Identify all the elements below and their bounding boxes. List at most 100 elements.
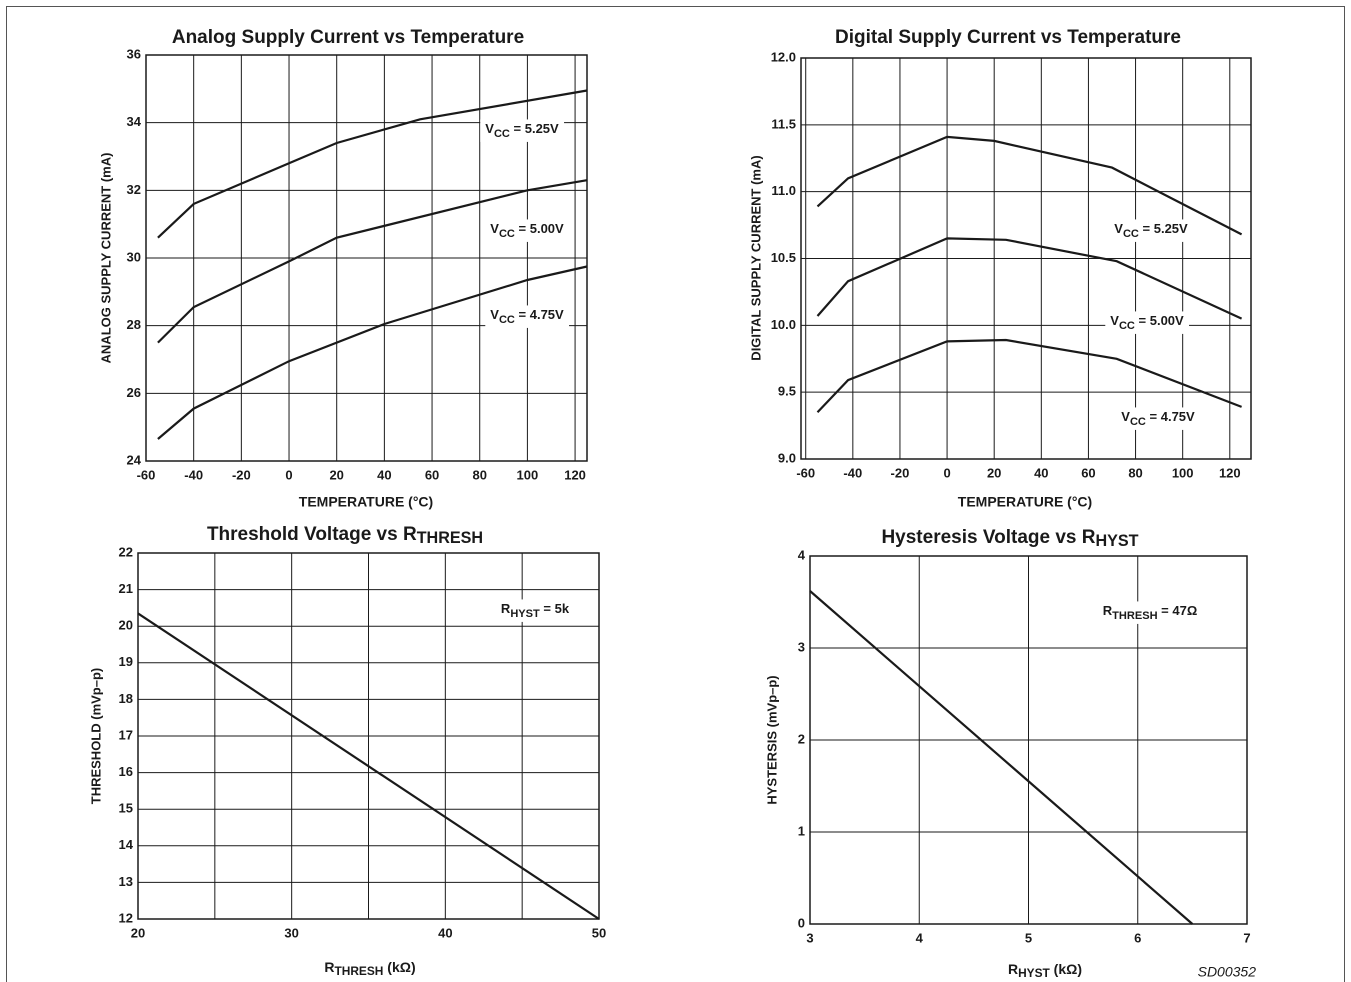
series-label-bg bbox=[1109, 219, 1194, 242]
y-tick-label: 20 bbox=[119, 618, 133, 633]
series-label-run: = 5.00V bbox=[515, 221, 564, 236]
y-tick-label: 32 bbox=[127, 182, 141, 197]
series-line bbox=[816, 338, 1242, 413]
annotation-run: R bbox=[501, 601, 511, 616]
y-tick-label: 14 bbox=[119, 837, 134, 852]
plot-frame bbox=[145, 54, 588, 462]
y-tick-label: 1 bbox=[798, 823, 805, 838]
series-line bbox=[816, 135, 1243, 236]
y-tick-label: 16 bbox=[119, 764, 133, 779]
x-axis-label-run: HYST bbox=[1018, 966, 1050, 980]
series-label-run: = 5.00V bbox=[1135, 313, 1184, 328]
y-tick-label: 10.0 bbox=[771, 317, 796, 332]
x-tick-label: 20 bbox=[987, 465, 1001, 480]
y-tick-label: 12.0 bbox=[771, 49, 796, 64]
x-tick-label: 100 bbox=[1172, 465, 1194, 480]
series-label: VCC = 5.00V bbox=[490, 221, 564, 239]
x-tick-label: -60 bbox=[137, 467, 156, 482]
y-tick-label: 17 bbox=[119, 727, 133, 742]
x-axis-label: RTHRESH (kΩ) bbox=[324, 959, 415, 978]
annotation: RTHRESH = 47Ω bbox=[1103, 603, 1198, 621]
series-label-run: V bbox=[1110, 313, 1119, 328]
x-tick-label: -20 bbox=[232, 467, 251, 482]
x-tick-label: 4 bbox=[916, 930, 924, 945]
chart-title-run: Hysteresis Voltage vs R bbox=[881, 527, 1095, 548]
y-tick-label: 9.5 bbox=[778, 384, 796, 399]
x-tick-label: 5 bbox=[1025, 930, 1032, 945]
series-label-run: CC bbox=[1130, 416, 1146, 428]
x-tick-label: 60 bbox=[425, 467, 439, 482]
y-tick-label: 21 bbox=[119, 581, 133, 596]
y-tick-label: 24 bbox=[127, 452, 142, 467]
annotation: RHYST = 5k bbox=[501, 601, 570, 619]
series-label-bg bbox=[485, 305, 570, 328]
series-label-run: CC bbox=[499, 228, 515, 240]
y-tick-label: 36 bbox=[127, 46, 141, 61]
annotation-bg bbox=[495, 599, 575, 622]
y-tick-label: 26 bbox=[127, 385, 141, 400]
y-tick-label: 18 bbox=[119, 691, 133, 706]
chart-title-run: HYST bbox=[1095, 532, 1138, 550]
x-tick-label: 120 bbox=[564, 467, 586, 482]
chart-title: Digital Supply Current vs Temperature bbox=[835, 27, 1181, 48]
y-tick-label: 2 bbox=[798, 731, 805, 746]
series-label-run: V bbox=[490, 221, 499, 236]
y-tick-label: 19 bbox=[119, 654, 133, 669]
series-label-run: CC bbox=[499, 314, 515, 326]
series-label-bg bbox=[1105, 311, 1190, 334]
series-label-run: CC bbox=[1123, 228, 1139, 240]
annotation-run: HYST bbox=[510, 608, 540, 620]
series-label-run: = 4.75V bbox=[515, 307, 564, 322]
y-tick-label: 30 bbox=[127, 249, 141, 264]
x-tick-label: 60 bbox=[1081, 465, 1095, 480]
chart-title: Hysteresis Voltage vs RHYST bbox=[881, 527, 1138, 550]
series-line bbox=[157, 89, 588, 239]
x-tick-label: 7 bbox=[1243, 930, 1250, 945]
x-tick-label: 0 bbox=[285, 467, 292, 482]
x-tick-label: 6 bbox=[1134, 930, 1141, 945]
y-tick-label: 34 bbox=[127, 114, 142, 129]
series-label-run: CC bbox=[494, 128, 510, 140]
series-line bbox=[137, 612, 600, 920]
series-label-bg bbox=[1116, 407, 1201, 430]
series-line bbox=[157, 265, 588, 440]
x-tick-label: 100 bbox=[517, 467, 539, 482]
y-tick-label: 13 bbox=[119, 874, 133, 889]
y-axis-label: ANALOG SUPPLY CURRENT (mA) bbox=[98, 153, 113, 364]
x-tick-label: 30 bbox=[284, 925, 298, 940]
x-tick-label: 80 bbox=[472, 467, 486, 482]
y-tick-label: 4 bbox=[798, 547, 806, 562]
x-axis-label: RHYST (kΩ) bbox=[1008, 961, 1082, 980]
y-tick-label: 12 bbox=[119, 910, 133, 925]
x-tick-label: -40 bbox=[843, 465, 862, 480]
series-label: VCC = 5.25V bbox=[1114, 221, 1188, 239]
x-axis-label: TEMPERATURE (°C) bbox=[299, 494, 433, 510]
annotation-run: = 47Ω bbox=[1158, 603, 1198, 618]
x-tick-label: 40 bbox=[377, 467, 391, 482]
y-axis-label: DIGITAL SUPPLY CURRENT (mA) bbox=[748, 155, 763, 360]
chart-title-run: THRESH bbox=[417, 529, 483, 547]
plot-frame bbox=[809, 555, 1248, 925]
y-tick-label: 15 bbox=[119, 801, 133, 816]
y-tick-label: 9.0 bbox=[778, 450, 796, 465]
x-tick-label: 50 bbox=[592, 925, 606, 940]
series-label: VCC = 4.75V bbox=[490, 307, 564, 325]
x-tick-label: -20 bbox=[891, 465, 910, 480]
y-axis-label: THRESHOLD (mVp–p) bbox=[88, 668, 103, 805]
plot-frame bbox=[137, 552, 600, 920]
y-tick-label: 11.0 bbox=[771, 183, 796, 198]
chart-title: Threshold Voltage vs RTHRESH bbox=[207, 524, 483, 547]
x-tick-label: 120 bbox=[1219, 465, 1241, 480]
x-tick-label: 0 bbox=[943, 465, 950, 480]
series-label-bg bbox=[485, 219, 570, 242]
y-tick-label: 0 bbox=[798, 915, 805, 930]
series-label: VCC = 5.00V bbox=[1110, 313, 1184, 331]
chart-title: Analog Supply Current vs Temperature bbox=[172, 27, 524, 48]
page-frame bbox=[6, 6, 1345, 982]
y-tick-label: 28 bbox=[127, 317, 141, 332]
y-tick-label: 22 bbox=[119, 544, 133, 559]
series-label-run: V bbox=[1114, 221, 1123, 236]
x-axis-label-run: R bbox=[1008, 961, 1018, 977]
x-axis-label-run: (kΩ) bbox=[383, 959, 415, 975]
